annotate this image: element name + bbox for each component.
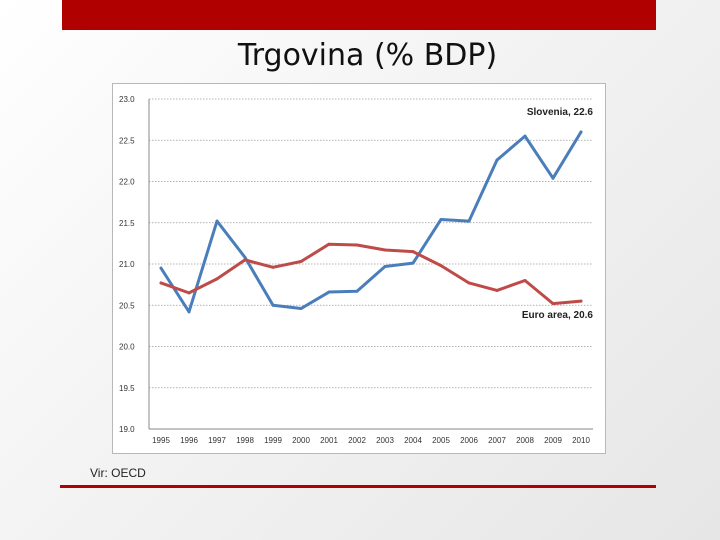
slovenia-data-point [327,290,331,294]
chart-frame: 19.0 19.5 20.0 20.5 21.0 21.5 22.0 22.5 23.0 1995… [112,83,606,454]
y-tick-label: 19.5 [119,384,135,393]
euro-area-data-point [159,281,163,285]
euro-area-data-point [215,277,219,281]
slovenia-data-point [271,303,275,307]
x-tick-label: 2004 [404,436,422,445]
y-tick-label: 21.0 [119,260,135,269]
slovenia-data-point [467,219,471,223]
x-tick-label: 1999 [264,436,282,445]
euro-area-data-point [243,258,247,262]
slovenia-data-point [439,217,443,221]
slovenia-series-label: Slovenia, 22.6 [527,107,594,118]
y-tick-label: 22.5 [119,136,135,145]
euro-area-data-point [271,265,275,269]
y-tick-label: 22.0 [119,178,135,187]
x-tick-label: 2003 [376,436,394,445]
top-accent-bar [62,0,656,30]
y-tick-label: 19.0 [119,425,135,434]
slovenia-data-point [523,134,527,138]
euro-area-data-point [439,264,443,268]
x-tick-label: 2002 [348,436,366,445]
x-tick-label: 2005 [432,436,450,445]
x-tick-label: 2006 [460,436,478,445]
slovenia-series-line [159,130,583,314]
slide-title: Trgovina (% BDP) [237,38,498,73]
x-tick-label: 2008 [516,436,534,445]
slovenia-data-point [299,307,303,311]
trade-line-chart: 19.0 19.5 20.0 20.5 21.0 21.5 22.0 22.5 23.0 1995… [119,95,594,445]
x-tick-label: 2010 [572,436,590,445]
bottom-accent-line [60,485,656,488]
source-note: Vir: OECD [90,466,146,480]
slovenia-data-point [411,261,415,265]
euro-area-series-label: Euro area, 20.6 [522,310,594,321]
euro-area-data-point [383,248,387,252]
slovenia-data-point [579,130,583,134]
x-tick-label: 1995 [152,436,170,445]
euro-area-series-line [159,242,583,306]
x-tick-label: 1998 [236,436,254,445]
x-tick-label: 2000 [292,436,310,445]
y-tick-label: 20.5 [119,301,135,310]
slovenia-data-point [243,255,247,259]
euro-area-data-point [467,281,471,285]
x-tick-label: 1997 [208,436,226,445]
x-tick-label: 2001 [320,436,338,445]
slovenia-data-point [159,266,163,270]
euro-area-data-point [579,299,583,303]
euro-area-data-point [411,250,415,254]
euro-area-data-point [495,288,499,292]
euro-area-data-point [327,242,331,246]
x-tick-label: 2007 [488,436,506,445]
slovenia-data-point [383,264,387,268]
slovenia-data-point [551,176,555,180]
slovenia-data-point [215,219,219,223]
slovenia-data-point [355,289,359,293]
euro-area-data-point [299,260,303,264]
slovenia-data-point [187,310,191,314]
euro-area-data-point [355,243,359,247]
y-tick-label: 20.0 [119,343,135,352]
euro-area-data-point [187,291,191,295]
slovenia-data-point [495,158,499,162]
x-tick-label: 1996 [180,436,198,445]
y-tick-label: 23.0 [119,95,135,104]
euro-area-data-point [551,302,555,306]
x-tick-label: 2009 [544,436,562,445]
y-tick-label: 21.5 [119,219,135,228]
euro-area-data-point [523,279,527,282]
